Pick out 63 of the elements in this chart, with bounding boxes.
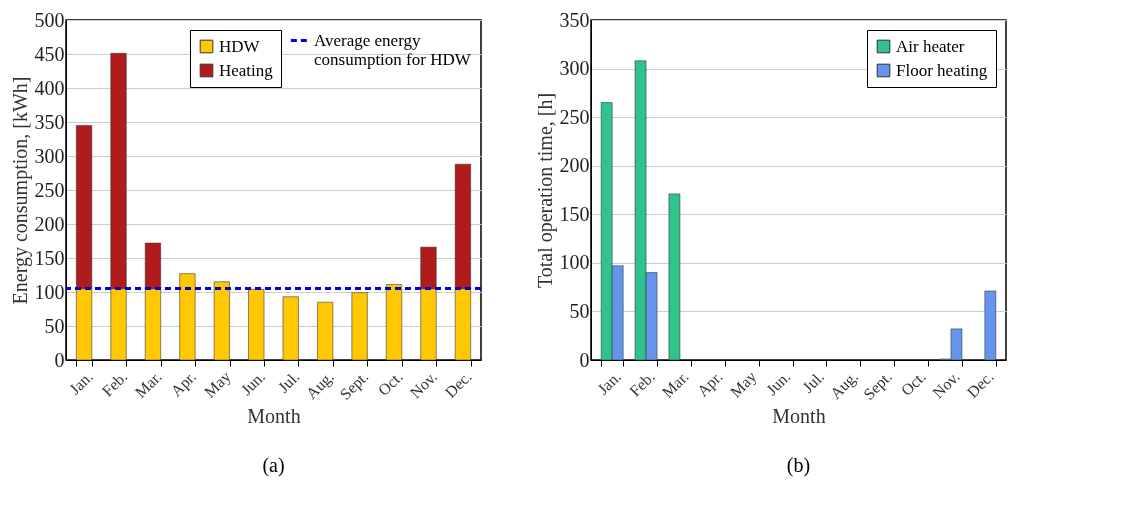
y-tick-label: 500 bbox=[34, 8, 65, 31]
y-tick-label: 50 bbox=[44, 314, 65, 337]
y-tick-label: 0 bbox=[54, 348, 65, 371]
y-tick-label: 300 bbox=[559, 57, 590, 80]
x-tick-label: Jul. bbox=[799, 367, 828, 396]
bar bbox=[351, 292, 368, 361]
x-tick-label: Nov. bbox=[929, 367, 963, 402]
legend-label: Heating bbox=[219, 60, 274, 80]
x-tick-label: Apr. bbox=[693, 367, 727, 401]
x-tick-label: Sept. bbox=[860, 367, 896, 404]
y-tick-label: 150 bbox=[559, 202, 590, 225]
y-tick-label: 50 bbox=[569, 299, 590, 322]
bar bbox=[213, 281, 230, 361]
bar bbox=[668, 193, 681, 361]
bar bbox=[317, 301, 334, 361]
legend-label: Air heater bbox=[896, 36, 965, 56]
y-tick-label: 350 bbox=[559, 8, 590, 31]
y-tick-label: 200 bbox=[559, 154, 590, 177]
bar bbox=[385, 284, 403, 361]
x-tick-label: Feb. bbox=[626, 367, 658, 400]
text: (a) bbox=[262, 454, 285, 478]
bar bbox=[282, 296, 299, 361]
x-tick-label: Dec. bbox=[441, 367, 475, 401]
x-tick-label: Jul. bbox=[274, 367, 303, 396]
x-tick-label: Apr. bbox=[167, 367, 200, 401]
x-tick-label: Jan. bbox=[65, 367, 96, 398]
y-tick-label: 250 bbox=[34, 178, 65, 201]
bar bbox=[984, 290, 997, 361]
bar bbox=[248, 288, 265, 361]
y-tick-label: 400 bbox=[34, 76, 65, 99]
text: (b) bbox=[786, 454, 811, 478]
y-axis-title: Energy consumption, [kWh] bbox=[8, 76, 32, 305]
y-tick-label: 100 bbox=[34, 280, 65, 303]
x-axis-title: Month bbox=[247, 404, 301, 427]
y-tick-label: 250 bbox=[559, 105, 590, 128]
x-tick-label: Mar. bbox=[131, 367, 165, 401]
y-tick-label: 450 bbox=[34, 42, 65, 65]
y-tick-label: 100 bbox=[559, 251, 590, 274]
x-tick-label: Oct. bbox=[897, 367, 929, 399]
x-tick-label: Oct. bbox=[374, 367, 406, 399]
x-tick-label: Nov. bbox=[406, 367, 441, 402]
x-axis-title: Month bbox=[772, 404, 826, 427]
x-tick-label: May bbox=[200, 367, 235, 402]
x-tick-label: Jan. bbox=[594, 367, 624, 398]
y-tick-label: 300 bbox=[34, 144, 65, 167]
x-tick-label: Sept. bbox=[336, 367, 373, 404]
bar bbox=[179, 273, 196, 361]
legend-label: HDW bbox=[219, 36, 261, 56]
x-tick-label: Jun. bbox=[237, 367, 269, 399]
x-tick-label: Mar. bbox=[658, 367, 692, 401]
x-tick-label: Aug. bbox=[302, 367, 338, 403]
y-tick-label: 350 bbox=[34, 110, 65, 133]
legend-label: Floor heating bbox=[896, 60, 988, 80]
legend-label: Average energy consumption for HDW bbox=[314, 30, 472, 69]
y-axis-title: Total operation time, [h] bbox=[533, 92, 557, 289]
x-tick-label: May bbox=[726, 367, 761, 402]
y-tick-label: 200 bbox=[34, 212, 65, 235]
x-tick-label: Dec. bbox=[963, 367, 997, 401]
y-tick-label: 150 bbox=[34, 246, 65, 269]
y-tick-label: 0 bbox=[579, 348, 590, 371]
x-tick-label: Aug. bbox=[826, 367, 862, 403]
x-tick-label: Feb. bbox=[98, 367, 131, 400]
x-tick-label: Jun. bbox=[762, 367, 794, 399]
